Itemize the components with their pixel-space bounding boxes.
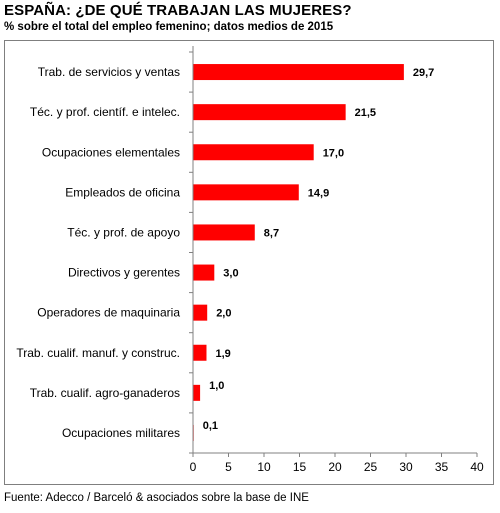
chart-subtitle: % sobre el total del empleo femenino; da… bbox=[4, 21, 334, 33]
data-label: 3,0 bbox=[223, 268, 238, 280]
category-label: Trab. cualif. manuf. y construc. bbox=[16, 346, 180, 360]
bar bbox=[193, 144, 314, 161]
category-label: Ocupaciones militares bbox=[62, 426, 180, 440]
bar bbox=[193, 344, 207, 361]
source-note: Fuente: Adecco / Barceló & asociados sob… bbox=[4, 492, 309, 504]
data-label: 2,0 bbox=[216, 308, 231, 320]
x-tick-label: 20 bbox=[328, 460, 342, 474]
category-label: Ocupaciones elementales bbox=[42, 145, 180, 159]
data-label: 21,5 bbox=[355, 107, 376, 119]
chart-title: ESPAÑA: ¿DE QUÉ TRABAJAN LAS MUJERES? bbox=[4, 2, 352, 19]
bar bbox=[193, 304, 208, 321]
bar bbox=[193, 264, 215, 281]
category-label: Operadores de maquinaria bbox=[37, 306, 180, 320]
category-label: Directivos y gerentes bbox=[68, 266, 180, 280]
x-tick-label: 25 bbox=[364, 460, 378, 474]
data-label: 1,0 bbox=[209, 380, 224, 392]
x-tick-label: 10 bbox=[257, 460, 271, 474]
bar bbox=[193, 224, 255, 241]
data-label: 17,0 bbox=[323, 147, 344, 159]
category-label: Téc. y prof. de apoyo bbox=[67, 225, 180, 239]
category-label: Empleados de oficina bbox=[65, 185, 180, 199]
data-label: 0,1 bbox=[203, 420, 218, 432]
chart-frame bbox=[4, 40, 494, 485]
data-label: 8,7 bbox=[264, 227, 279, 239]
category-label: Téc. y prof. científ. e intelec. bbox=[30, 105, 180, 119]
bar bbox=[193, 104, 346, 121]
x-tick-label: 35 bbox=[435, 460, 449, 474]
data-label: 29,7 bbox=[413, 67, 434, 79]
x-tick-label: 30 bbox=[399, 460, 413, 474]
x-tick-label: 40 bbox=[470, 460, 484, 474]
bar bbox=[193, 64, 404, 81]
category-label: Trab. cualif. agro-ganaderos bbox=[30, 386, 180, 400]
category-label: Trab. de servicios y ventas bbox=[38, 65, 180, 79]
data-label: 14,9 bbox=[308, 187, 329, 199]
x-tick-label: 15 bbox=[293, 460, 307, 474]
data-label: 1,9 bbox=[215, 348, 230, 360]
bar bbox=[193, 384, 201, 401]
x-tick-label: 5 bbox=[225, 460, 232, 474]
bar bbox=[193, 184, 299, 201]
x-tick-label: 0 bbox=[190, 460, 197, 474]
